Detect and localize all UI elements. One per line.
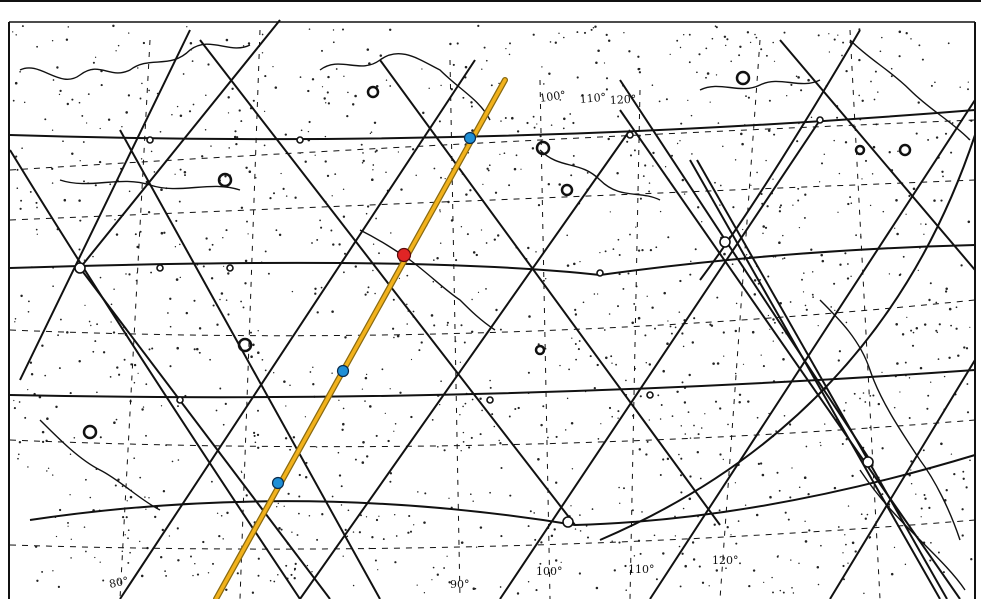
- tick-label-bottom-110: 110°: [628, 563, 655, 576]
- grid-lines: [9, 19, 976, 600]
- coastlines: [19, 39, 971, 591]
- tick-label-top-100: 100°: [539, 88, 567, 105]
- tick-label-bottom-80: 80°: [108, 574, 130, 591]
- tick-label-bottom-100: 100°: [536, 565, 563, 578]
- north-blue-point: [463, 131, 477, 145]
- highlight-line: [213, 77, 508, 602]
- tick-label-bottom-90: 90°: [450, 578, 470, 591]
- lake-markers: [82, 70, 912, 440]
- tick-label-bottom-120: 120°: [712, 554, 739, 567]
- meridian-dashes: [119, 29, 881, 600]
- central-red-point: [396, 247, 412, 263]
- grid-nodes: [74, 116, 874, 528]
- tick-label-top-110: 110°: [579, 91, 607, 106]
- stipple-texture: [12, 24, 973, 595]
- latitude-dashes: [9, 119, 976, 550]
- mid-blue-point: [336, 364, 350, 378]
- tick-label-top-120: 120°: [609, 93, 636, 107]
- south-blue-point: [271, 476, 285, 490]
